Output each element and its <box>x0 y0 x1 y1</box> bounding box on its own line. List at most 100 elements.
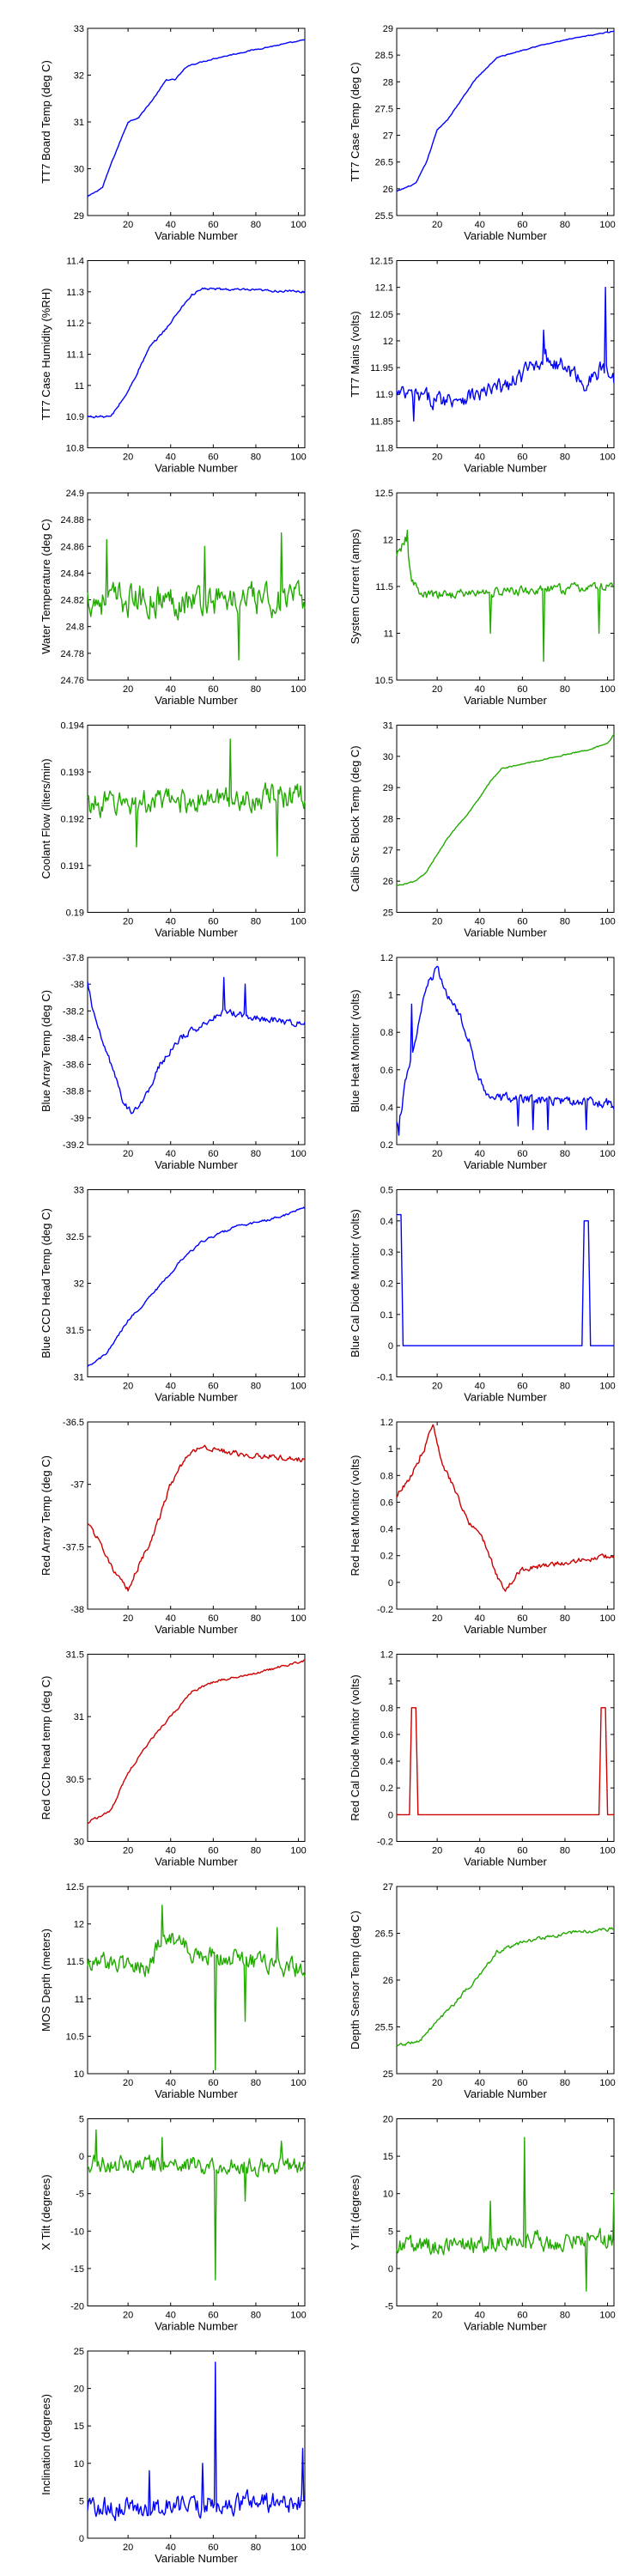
y-axis-label: TT7 Case Humidity (%RH) <box>39 289 52 421</box>
x-tick-label: 80 <box>251 2543 261 2553</box>
x-tick-label: 20 <box>432 1613 442 1624</box>
axes-frame <box>396 1654 615 1842</box>
y-axis-label: Y Tilt (degrees) <box>349 2175 361 2251</box>
y-tick-label: 11.2 <box>66 319 84 329</box>
x-tick-label: 20 <box>432 2078 442 2088</box>
x-tick-label: 100 <box>599 2311 615 2321</box>
y-tick-label: -5 <box>76 2190 84 2200</box>
y-tick-label: 10 <box>74 2069 84 2080</box>
x-axis-label: Variable Number <box>464 927 547 939</box>
series-line <box>397 1707 614 1816</box>
y-tick-label: 1.2 <box>380 953 393 963</box>
x-axis-label: Variable Number <box>464 2320 547 2333</box>
y-tick-label: 1 <box>388 1677 393 1687</box>
x-tick-label: 60 <box>208 2078 218 2088</box>
y-tick-label: 0.8 <box>380 1471 393 1481</box>
x-tick-label: 80 <box>560 220 570 230</box>
chart-panel-2: 20 40 60 80 100 25.5 26 26.5 27 27.5 28 28.5 29 Varia… <box>349 24 616 242</box>
y-tick-label: 0 <box>388 1810 393 1820</box>
x-tick-label: 100 <box>290 453 306 463</box>
y-tick-label: 5 <box>79 2115 84 2125</box>
y-tick-label: 0.2 <box>380 1552 393 1562</box>
x-tick-label: 80 <box>251 220 261 230</box>
x-tick-label: 80 <box>560 453 570 463</box>
y-tick-label: 20 <box>383 2115 393 2125</box>
y-tick-label: -0.2 <box>377 1605 393 1615</box>
x-axis-label: Variable Number <box>464 1391 547 1404</box>
y-tick-label: 25 <box>383 908 393 919</box>
y-axis-label: TT7 Case Temp (deg C) <box>349 62 361 181</box>
x-tick-label: 80 <box>560 684 570 695</box>
chart-panel-3: 20 40 60 80 100 10.8 10.9 11 11.1 11.2 11.3 11.4 Var… <box>39 257 307 475</box>
x-tick-label: 40 <box>166 684 176 695</box>
x-tick-label: 60 <box>517 917 527 927</box>
chart-panel-6: 20 40 60 80 100 10.5 11 11.5 12 12.5 Variable Numb… <box>349 489 616 707</box>
y-tick-label: 0.4 <box>380 1525 393 1535</box>
y-tick-label: 10.9 <box>66 412 84 422</box>
y-tick-label: 0.4 <box>380 1103 393 1113</box>
y-tick-label: 0.6 <box>380 1066 393 1076</box>
x-axis-label: Variable Number <box>155 694 238 707</box>
y-tick-label: 24.88 <box>60 515 84 526</box>
y-tick-label: 12 <box>383 337 393 347</box>
x-tick-label: 100 <box>599 2078 615 2088</box>
x-tick-label: 40 <box>475 2311 485 2321</box>
series-line <box>396 965 615 1136</box>
y-tick-label: 24.9 <box>66 489 84 499</box>
x-tick-label: 100 <box>290 2543 306 2553</box>
x-tick-label: 80 <box>251 2078 261 2088</box>
y-tick-label: 10.8 <box>66 444 84 454</box>
axes-frame <box>87 260 306 448</box>
y-tick-label: 26.5 <box>375 158 393 168</box>
y-tick-label: 27 <box>383 131 393 142</box>
axes-frame <box>87 492 306 681</box>
y-axis-label: TT7 Board Temp (deg C) <box>39 60 52 184</box>
y-tick-label: 11.5 <box>66 1957 84 1967</box>
x-tick-label: 40 <box>475 1846 485 1856</box>
axes-frame <box>396 2118 615 2306</box>
axes-frame <box>87 27 306 216</box>
y-tick-label: 27 <box>383 846 393 856</box>
x-tick-label: 20 <box>432 220 442 230</box>
y-tick-label: -38.6 <box>63 1060 84 1071</box>
y-tick-label: 28 <box>383 77 393 88</box>
y-tick-label: 11.95 <box>370 363 393 374</box>
chart-panel-20: 20 40 60 80 100 -5 0 5 10 15 20 Variable Number Y Ti… <box>349 2115 616 2333</box>
series-line <box>396 1927 615 2047</box>
x-tick-label: 100 <box>290 1149 306 1159</box>
y-tick-label: 11.9 <box>375 390 393 400</box>
y-tick-label: 0 <box>388 1578 393 1589</box>
x-tick-label: 100 <box>599 1382 615 1392</box>
x-tick-label: 60 <box>208 1149 218 1159</box>
y-tick-label: 25.5 <box>375 2023 393 2033</box>
y-tick-label: -0.1 <box>377 1373 393 1383</box>
y-tick-label: 25 <box>74 2347 84 2357</box>
y-tick-label: 12 <box>383 536 393 546</box>
x-tick-label: 20 <box>432 2311 442 2321</box>
x-tick-label: 40 <box>166 453 176 463</box>
y-tick-label: 29 <box>74 211 84 222</box>
y-tick-label: 20 <box>74 2385 84 2395</box>
axes-frame <box>396 725 615 913</box>
y-axis-label: Blue Cal Diode Monitor (volts) <box>349 1209 361 1358</box>
x-tick-label: 60 <box>208 2311 218 2321</box>
axes-frame <box>87 2350 306 2539</box>
x-axis-label: Variable Number <box>464 1158 547 1171</box>
chart-panel-16: 20 40 60 80 100 -0.2 0 0.2 0.4 0.6 0.8 1 1.2 Variable… <box>349 1650 616 1868</box>
x-axis-label: Variable Number <box>464 462 547 475</box>
y-tick-label: 1 <box>388 991 393 1001</box>
series-line <box>87 738 306 857</box>
x-tick-label: 20 <box>123 1149 133 1159</box>
y-tick-label: 15 <box>74 2421 84 2432</box>
axes-frame <box>396 1189 615 1377</box>
x-tick-label: 40 <box>475 453 485 463</box>
y-tick-label: 31 <box>383 721 393 732</box>
axes-frame <box>396 1421 615 1610</box>
y-tick-label: -37 <box>70 1480 84 1491</box>
y-tick-label: 0.192 <box>60 815 84 825</box>
y-tick-label: 33 <box>74 1186 84 1196</box>
x-tick-label: 40 <box>166 1382 176 1392</box>
y-tick-label: 32 <box>74 71 84 82</box>
x-tick-label: 20 <box>123 1613 133 1624</box>
